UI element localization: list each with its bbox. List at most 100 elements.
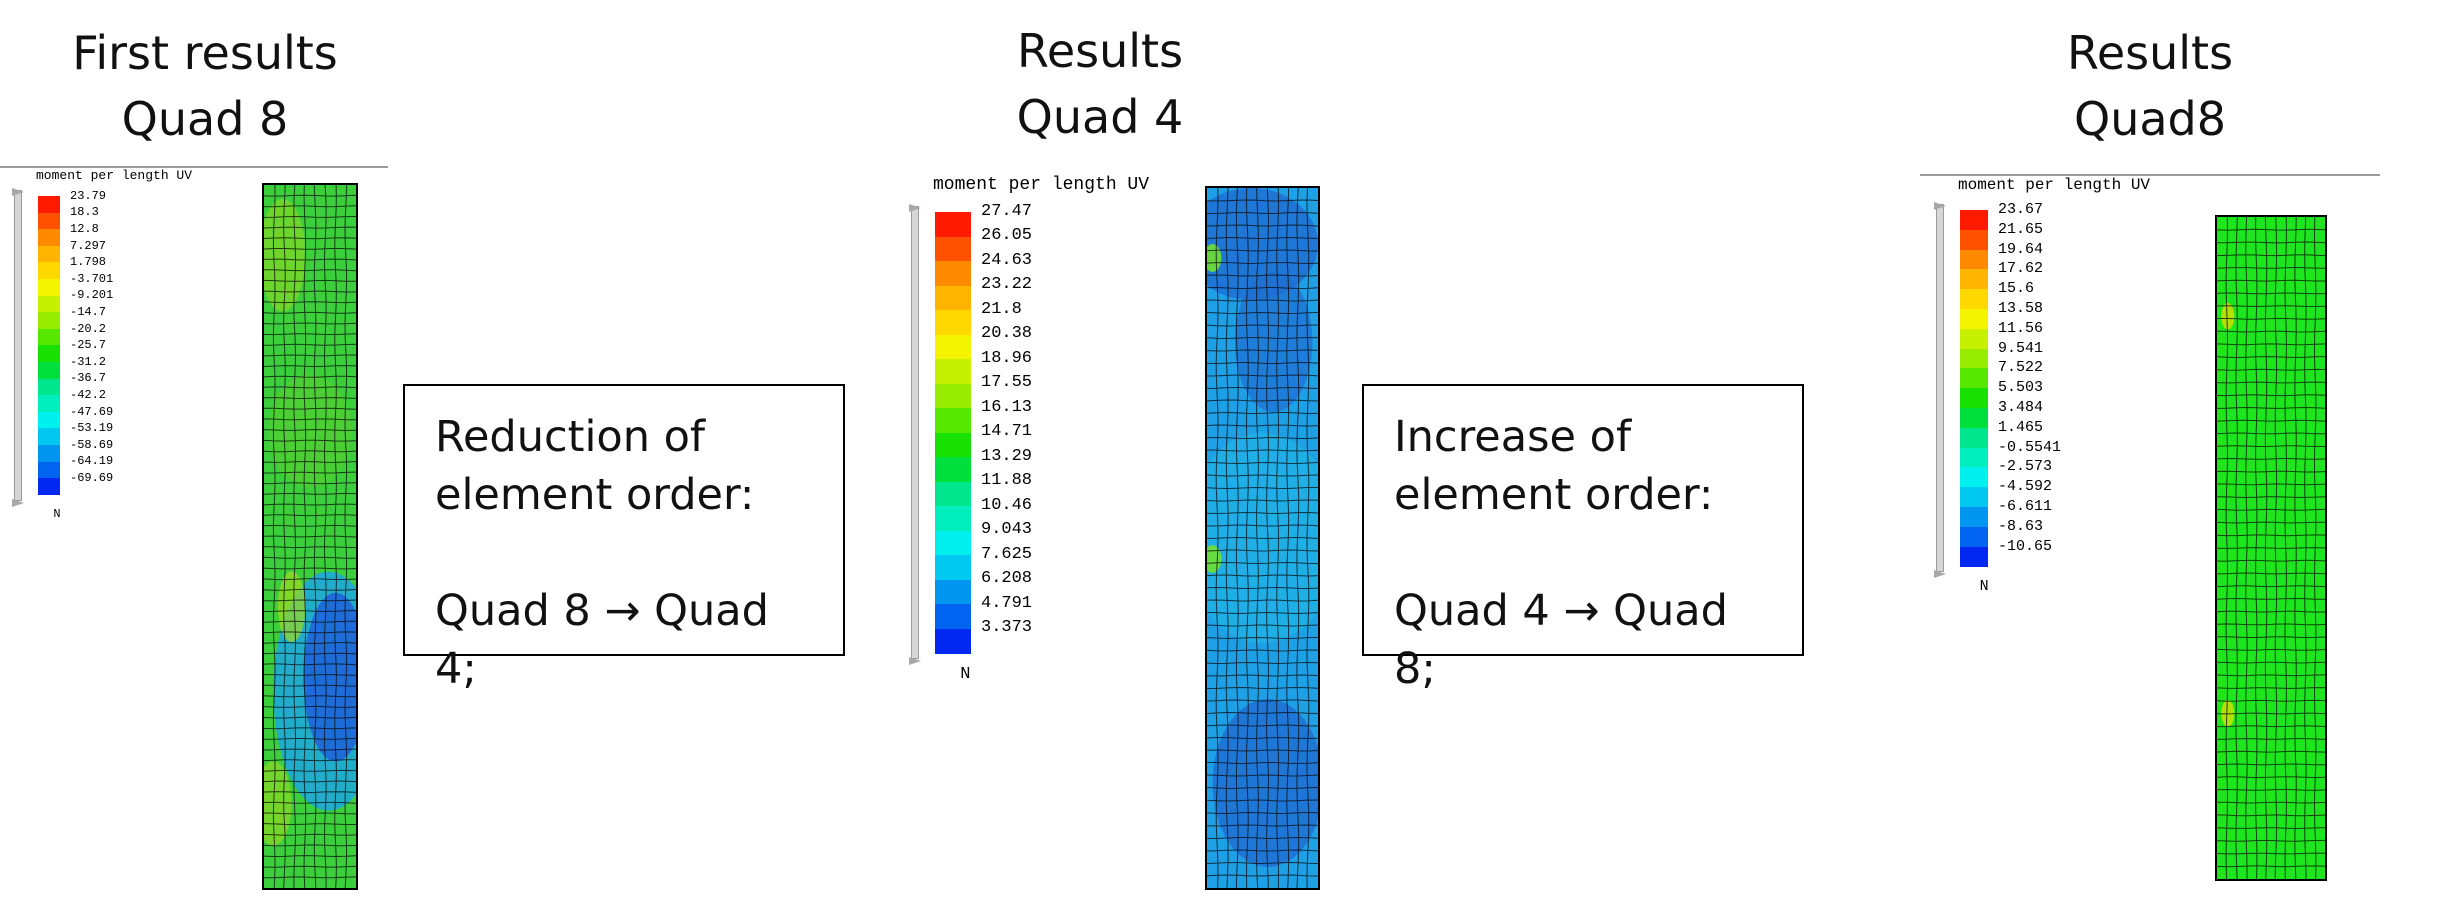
increase-line1: Increase of	[1394, 412, 1632, 462]
legend-swatch	[38, 445, 60, 463]
legend-label: 26.05	[981, 226, 1033, 246]
legend-label: -25.7	[70, 338, 107, 353]
legend-swatch	[935, 261, 971, 286]
legend-label: 17.62	[1998, 260, 2044, 278]
legend-swatch	[38, 295, 60, 313]
legend-swatch	[38, 328, 60, 346]
legend-top-rule	[0, 166, 388, 168]
legend-swatch	[935, 506, 971, 531]
legend-swatch	[38, 229, 60, 247]
title-left-line1: First results	[72, 26, 338, 80]
mesh-grid	[264, 185, 356, 888]
legend-label: -20.2	[70, 321, 107, 336]
mesh-plot-right	[2215, 215, 2327, 881]
legend-label: 14.71	[981, 422, 1033, 442]
mesh-plot-middle	[1205, 186, 1320, 890]
legend-label: 16.13	[981, 397, 1033, 417]
legend-label: 18.3	[70, 205, 99, 220]
legend-label: 6.208	[981, 569, 1033, 589]
legend-label: -4.592	[1998, 478, 2053, 496]
reduction-line3: Quad 8 → Quad 4;	[435, 586, 769, 694]
legend-label: 27.47	[981, 201, 1033, 221]
legend-swatch	[935, 628, 971, 654]
legend-label: -36.7	[70, 371, 107, 386]
legend-swatch	[38, 312, 60, 330]
legend-label: -53.19	[70, 421, 114, 436]
legend-slider	[1936, 204, 1944, 573]
mesh-grid	[1207, 188, 1318, 888]
mesh-contour-region	[277, 571, 306, 642]
legend-label: 7.297	[70, 238, 107, 253]
legend-slider-bottom-handle	[12, 498, 24, 507]
legend-label: 10.46	[981, 495, 1033, 515]
legend-swatch	[38, 196, 60, 214]
legend-swatch	[1960, 348, 1988, 369]
legend-swatch	[38, 279, 60, 297]
legend-swatch	[935, 212, 971, 237]
mesh-contour-region	[268, 374, 352, 488]
legend-swatch	[935, 579, 971, 605]
title-middle-line2: Quad 4	[1016, 90, 1184, 144]
legend-label: -58.69	[70, 437, 114, 452]
legend-label: -0.5541	[1998, 438, 2062, 456]
legend-swatch	[1960, 408, 1988, 429]
legend-swatch	[1960, 526, 1988, 548]
legend-label: 1.798	[70, 255, 107, 270]
legend-swatch	[935, 285, 971, 311]
legend-title: moment per length UV	[36, 168, 193, 183]
legend-swatch	[935, 236, 971, 262]
legend-label: -47.69	[70, 404, 114, 419]
legend-label: -6.611	[1998, 498, 2053, 515]
legend-swatch	[935, 604, 971, 629]
legend-label: -42.2	[70, 388, 107, 402]
legend-swatch	[1960, 289, 1988, 310]
legend-slider	[911, 206, 919, 659]
legend-label: 15.6	[1998, 280, 2035, 298]
legend-label: 18.96	[981, 348, 1033, 368]
legend-slider-top-handle	[12, 188, 24, 196]
legend-swatch	[38, 428, 60, 446]
legend-label: 9.043	[981, 520, 1033, 540]
legend-label: 1.465	[1998, 418, 2044, 436]
legend-label: 23.79	[70, 188, 107, 203]
legend-swatch	[1960, 309, 1988, 330]
title-first-results: First results Quad 8	[40, 20, 370, 152]
legend-label: 17.55	[981, 373, 1033, 393]
legend-label: -10.65	[1998, 537, 2053, 555]
legend-swatch	[1960, 229, 1988, 251]
legend-label: 11.88	[981, 471, 1033, 491]
increase-box: Increase of element order: Quad 4 → Quad…	[1362, 384, 1804, 694]
legend-swatch	[38, 395, 60, 413]
legend-label: 7.625	[981, 544, 1033, 564]
legend-swatch	[935, 530, 971, 556]
reduction-line1: Reduction of	[435, 412, 706, 462]
legend-label: 23.67	[1998, 201, 2044, 218]
legend-axis-label: N	[53, 506, 61, 521]
legend-title: moment per length UV	[1958, 176, 2151, 194]
legend-swatch	[1960, 388, 1988, 409]
legend-swatch	[1960, 507, 1988, 528]
legend-swatch	[1960, 427, 1988, 449]
reduction-line2: element order:	[435, 470, 755, 520]
legend-swatch	[1960, 249, 1988, 270]
mesh-contour-region	[1207, 188, 1318, 300]
legend-swatch	[38, 212, 60, 230]
legend-label: 12.8	[70, 222, 99, 236]
mesh-plot-left	[262, 183, 358, 890]
legend-label: 4.791	[981, 593, 1033, 613]
title-middle-line1: Results	[1016, 24, 1184, 78]
legend-swatch	[38, 378, 60, 396]
increase-line2: element order:	[1394, 470, 1714, 520]
legend-slider-top-handle	[909, 204, 921, 212]
legend-swatch	[1960, 447, 1988, 468]
legend-label: 23.22	[981, 275, 1033, 295]
legend-swatch	[1960, 269, 1988, 290]
legend-swatch	[38, 478, 60, 496]
legend-label: 13.58	[1998, 300, 2044, 317]
legend-label: 5.503	[1998, 379, 2044, 397]
mesh-contour-region	[1234, 272, 1313, 412]
legend-label: -14.7	[70, 305, 107, 319]
legend-swatch	[935, 408, 971, 433]
title-results-quad4: Results Quad 4	[930, 18, 1270, 150]
legend-label: -8.63	[1998, 517, 2044, 535]
